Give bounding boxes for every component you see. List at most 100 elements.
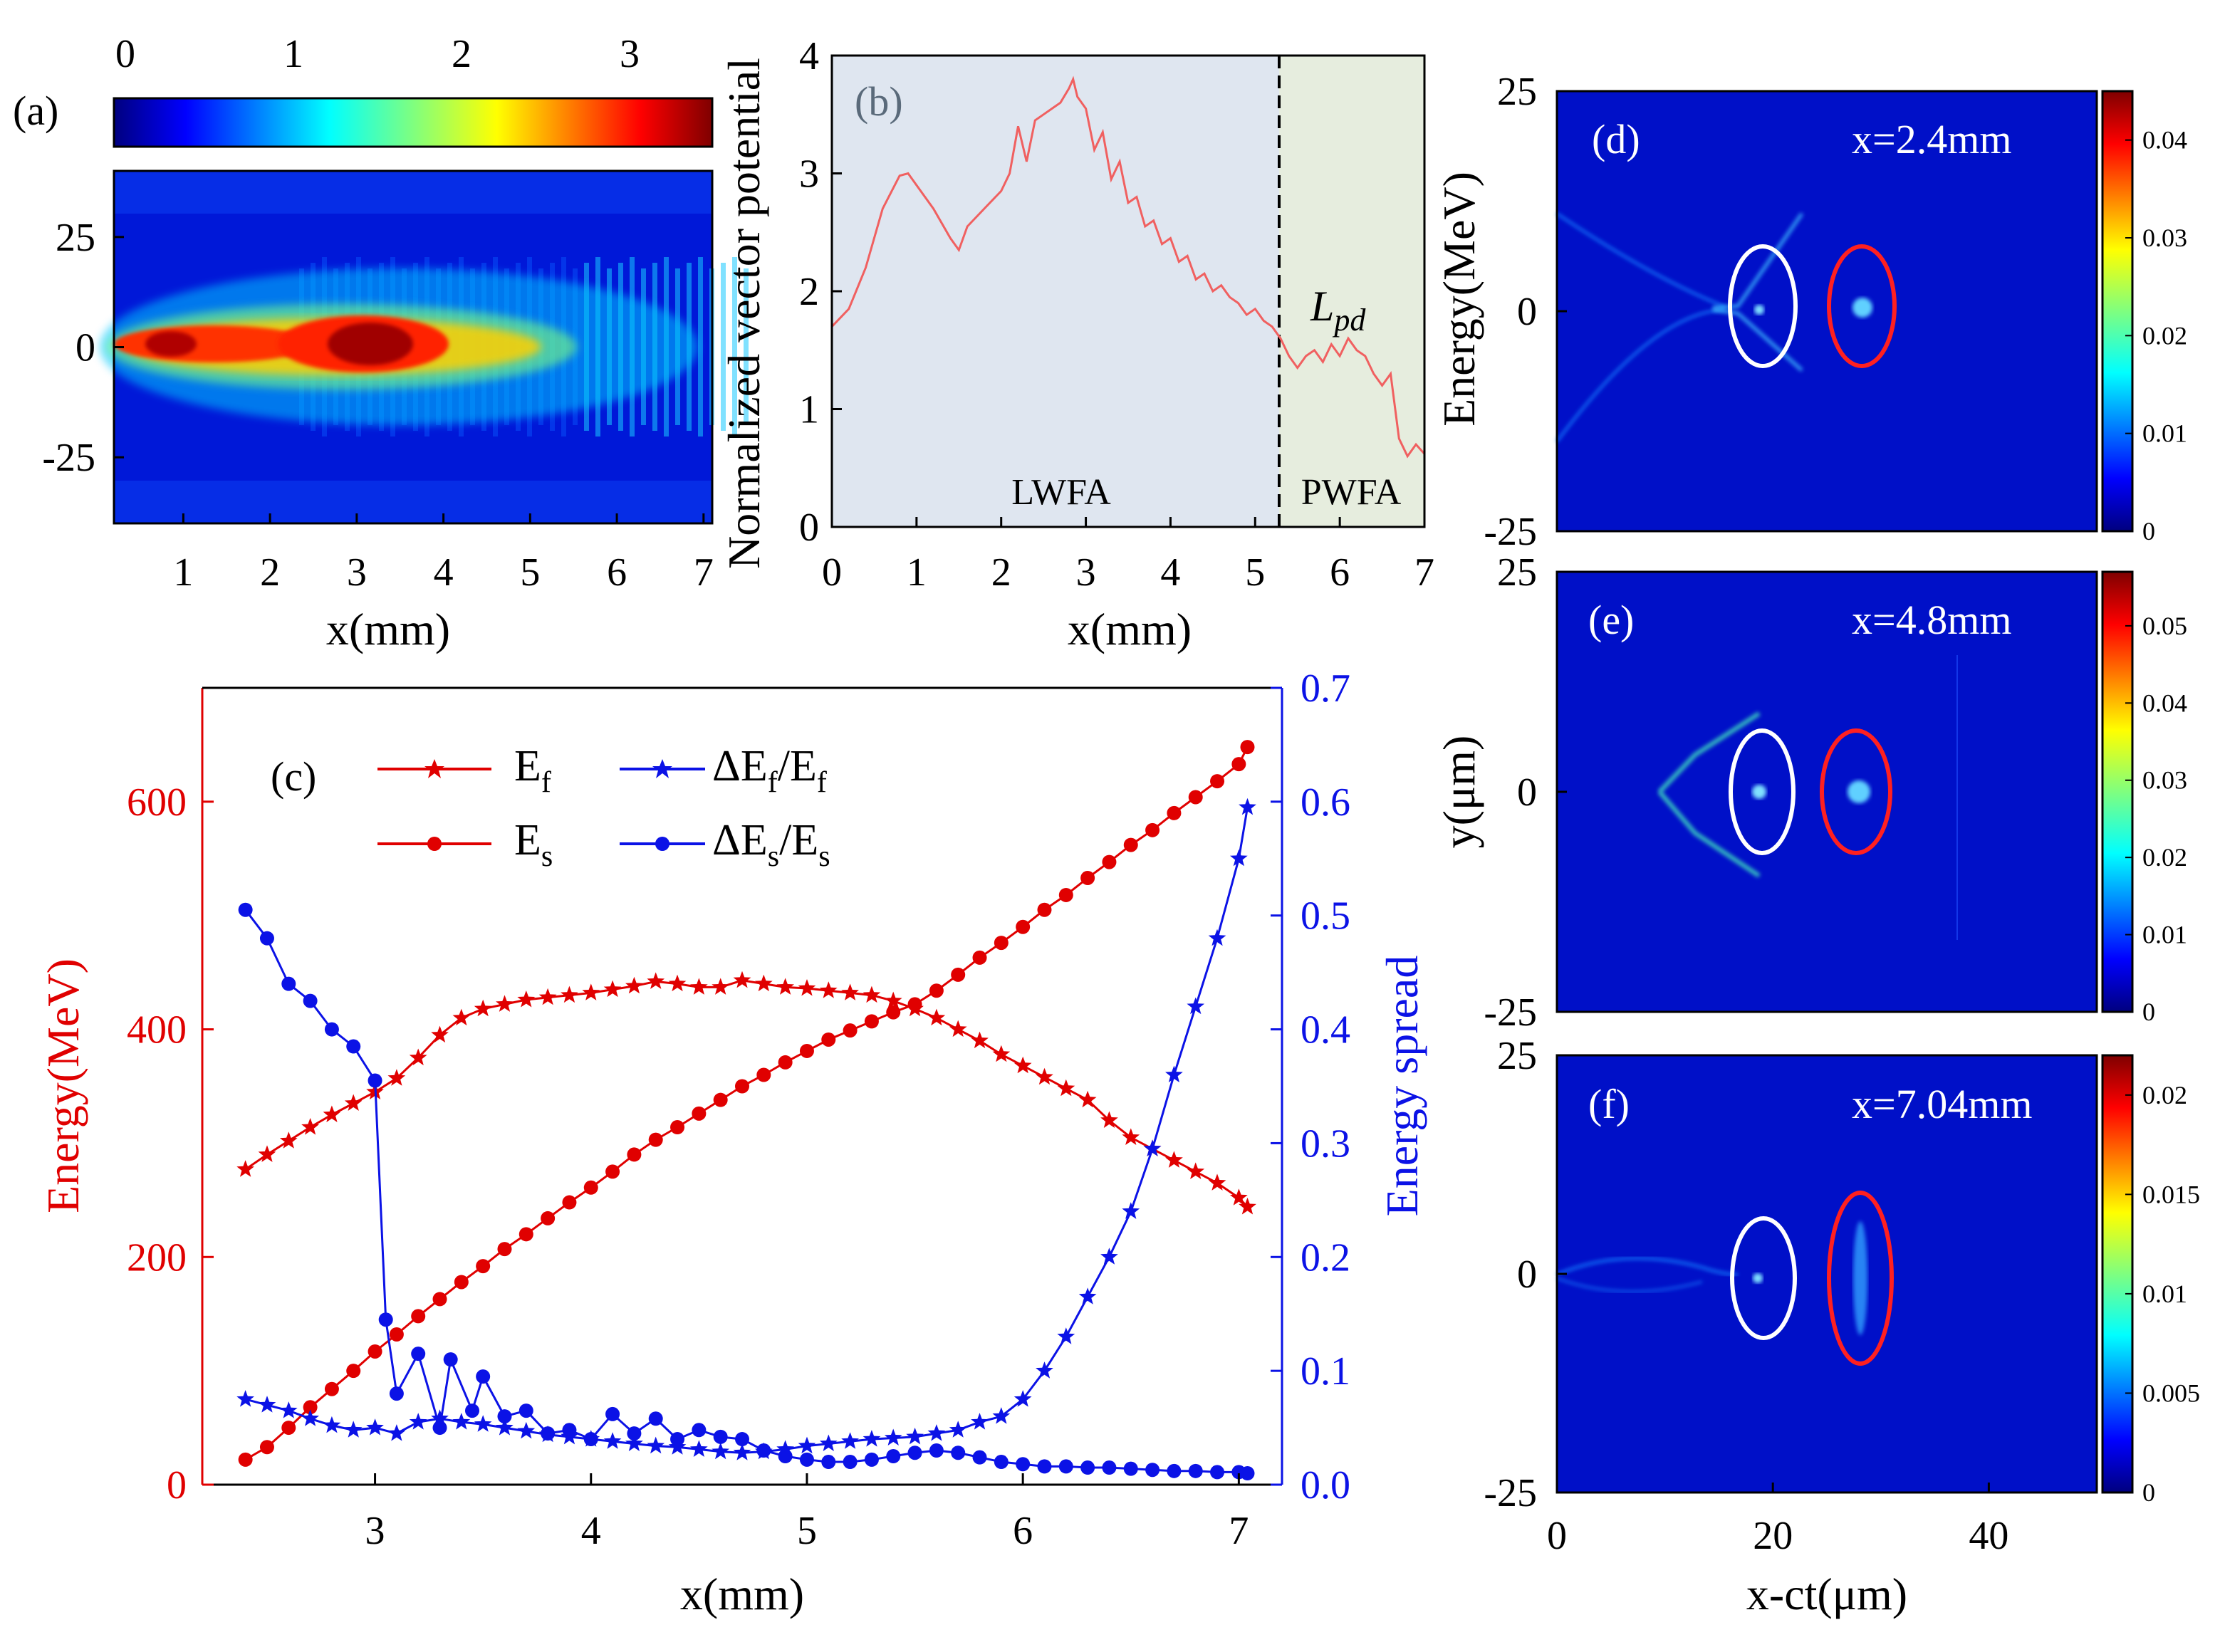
panel-c-point-star xyxy=(301,1118,319,1135)
panel-c-point-star xyxy=(971,1031,989,1049)
panel-a-xtick-label: 4 xyxy=(434,550,454,595)
panel-c-point-circle xyxy=(1240,740,1255,755)
panel-c-point-star xyxy=(1057,1079,1075,1097)
panel-c-point-circle xyxy=(778,1449,793,1464)
panel-c-point-star xyxy=(798,979,816,996)
panel-e-ylabel: y(μm) xyxy=(1434,736,1484,849)
panel-c-point-circle xyxy=(735,1432,749,1447)
panel-c: 0 200 400 600 0.0 0.1 0.2 0.3 0.4 0.5 0.6 0.7 3 4 5 6… xyxy=(38,666,1427,1619)
panel-c-point-star xyxy=(582,983,600,1000)
panel-b-ytick-label: 3 xyxy=(799,152,819,197)
panel-c-point-circle xyxy=(1167,805,1182,820)
panel-c-point-circle xyxy=(1058,1459,1073,1474)
panel-c-point-star xyxy=(776,978,794,995)
panel-c-point-circle xyxy=(497,1409,512,1424)
panel-c-point-circle xyxy=(972,1450,987,1465)
panel-c-point-star xyxy=(1187,997,1205,1015)
panel-c-point-circle xyxy=(238,902,253,917)
panel-c-point-star xyxy=(1100,1111,1118,1128)
right-xtick-label: 0 xyxy=(1547,1514,1567,1558)
panel-c-point-star xyxy=(1208,929,1226,946)
panel-d-ylabel: Energy(MeV) xyxy=(1434,172,1484,427)
panel-c-point-star xyxy=(1036,1361,1053,1379)
panel-c-point-star xyxy=(1165,1065,1183,1082)
panel-b-pwfa-label: PWFA xyxy=(1301,472,1402,513)
panel-c-point-circle xyxy=(1037,1459,1052,1474)
panel-c-point-star xyxy=(279,1401,298,1418)
panel-c-point-circle xyxy=(843,1455,858,1470)
panel-a-ytick-label: -25 xyxy=(42,436,95,480)
panel-b-tag: (b) xyxy=(855,78,903,125)
right-ytick-label: 0 xyxy=(1517,290,1537,334)
panel-c-point-circle xyxy=(454,1275,469,1290)
panel-c-point-circle xyxy=(411,1347,426,1361)
panel-c-xtick-label: 5 xyxy=(797,1509,817,1553)
panel-c-point-star xyxy=(1208,1173,1226,1191)
panel-c-point-star xyxy=(517,1421,536,1439)
panel-b-lwfa-label: LWFA xyxy=(1011,472,1111,513)
panel-c-point-circle xyxy=(562,1195,577,1210)
panel-c-xlabel: x(mm) xyxy=(680,1569,804,1619)
panel-c-xtick-label: 3 xyxy=(365,1509,385,1553)
legend-des-marker xyxy=(655,837,669,851)
panel-c-legend: Ef Es ΔEf/Ef ΔEs/Es xyxy=(377,742,830,873)
panel-c-point-circle xyxy=(670,1120,685,1135)
panel-c-yleft-tick-label: 0 xyxy=(167,1463,187,1507)
panel-c-xtick-label: 6 xyxy=(1013,1509,1033,1553)
panel-c-point-circle xyxy=(389,1327,404,1342)
panel-c-point-circle xyxy=(259,1440,274,1455)
panel-c-xtick-label: 4 xyxy=(581,1509,601,1553)
panel-c-point-star xyxy=(776,1440,794,1457)
panel-c-point-star xyxy=(971,1413,989,1430)
panel-c-point-circle xyxy=(864,1014,879,1029)
panel-c-yright-tick-label: 0.6 xyxy=(1301,780,1350,825)
panel-c-point-circle xyxy=(605,1164,620,1179)
panel-c-point-star xyxy=(366,1418,384,1436)
panel-c-point-star xyxy=(1230,1188,1248,1206)
panel-c-point-star xyxy=(690,1440,708,1457)
panel-c-point-star xyxy=(1187,1162,1205,1179)
panel-c-point-circle xyxy=(368,1344,382,1359)
panel-c-point-circle xyxy=(541,1426,556,1441)
panel-d-colorbar xyxy=(2101,90,2134,533)
panel-b-ytick-label: 1 xyxy=(799,388,819,432)
panel-c-point-circle xyxy=(583,1180,598,1195)
panel-c-point-circle xyxy=(303,993,318,1008)
panel-c-point-star xyxy=(949,1020,967,1037)
panel-f-cbar-tick-label: 0.02 xyxy=(2142,1081,2187,1109)
panel-c-point-star xyxy=(1100,1248,1118,1265)
panel-c-point-circle xyxy=(518,1227,533,1242)
panel-d-label: x=2.4mm xyxy=(1852,116,2011,162)
panel-c-point-star xyxy=(496,1418,514,1436)
panel-a-ytick-label: 0 xyxy=(75,326,95,370)
panel-c-point-star xyxy=(1122,1202,1140,1219)
legend-des-label: ΔEs/Es xyxy=(712,816,830,873)
panel-c-point-circle xyxy=(605,1406,620,1421)
panel-c-point-circle xyxy=(324,1022,339,1037)
panel-c-point-circle xyxy=(1240,1466,1255,1481)
panel-c-point-star xyxy=(603,980,622,998)
panel-f-white-ellipse xyxy=(1730,1216,1797,1340)
panel-c-point-star xyxy=(258,1145,276,1162)
legend-def-marker xyxy=(652,759,672,778)
panel-a-colorbar xyxy=(113,97,714,148)
panel-e-colorbar xyxy=(2101,570,2134,1013)
panel-f-red-ellipse xyxy=(1827,1191,1894,1366)
panel-b-xtick-label: 7 xyxy=(1414,550,1434,595)
panel-c-point-star xyxy=(452,1008,471,1026)
panel-c-point-circle xyxy=(929,983,944,998)
panel-c-point-star xyxy=(992,1407,1011,1424)
panel-c-point-star xyxy=(538,988,557,1005)
right-xtick-label: 40 xyxy=(1969,1514,2008,1558)
panel-c-point-star xyxy=(1230,849,1248,867)
panel-c-point-star xyxy=(863,1430,881,1447)
panel-c-point-circle xyxy=(1167,1463,1182,1478)
panel-c-point-star xyxy=(323,1416,341,1433)
panel-c-yleft-tick-label: 600 xyxy=(127,780,187,825)
panel-e-cbar-tick-label: 0.03 xyxy=(2142,766,2187,795)
legend-ef-label: Ef xyxy=(514,742,551,799)
panel-e: (e) x=4.8mm 0.05 0.04 0.03 0.02 0.01 0 xyxy=(1555,570,2187,1026)
panel-d-cbar-tick-label: 0.02 xyxy=(2142,321,2187,350)
panel-c-point-star xyxy=(712,1442,729,1460)
